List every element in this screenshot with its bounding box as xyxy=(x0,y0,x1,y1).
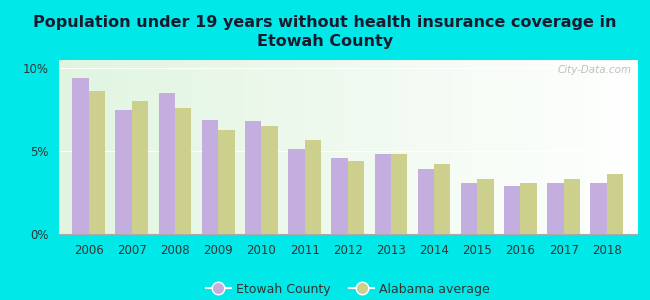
Bar xyxy=(72,78,88,234)
Bar xyxy=(202,120,218,234)
Bar xyxy=(132,101,148,234)
Bar xyxy=(159,93,175,234)
Bar xyxy=(547,183,564,234)
Bar xyxy=(477,179,493,234)
Bar xyxy=(175,108,192,234)
Bar xyxy=(521,183,537,234)
Bar xyxy=(461,183,477,234)
Bar xyxy=(504,186,521,234)
Bar xyxy=(607,174,623,234)
Bar xyxy=(418,169,434,234)
Bar xyxy=(332,158,348,234)
Text: Population under 19 years without health insurance coverage in
Etowah County: Population under 19 years without health… xyxy=(33,15,617,49)
Bar xyxy=(218,130,235,234)
Bar xyxy=(434,164,450,234)
Bar xyxy=(590,183,607,234)
Text: City-Data.com: City-Data.com xyxy=(557,65,631,75)
Bar xyxy=(88,92,105,234)
Bar xyxy=(245,121,261,234)
Bar xyxy=(288,149,305,234)
Bar xyxy=(305,140,321,234)
Bar xyxy=(391,154,408,234)
Bar xyxy=(564,179,580,234)
Bar xyxy=(348,161,364,234)
Bar xyxy=(261,126,278,234)
Legend: Etowah County, Alabama average: Etowah County, Alabama average xyxy=(201,278,495,300)
Bar xyxy=(374,154,391,234)
Bar xyxy=(116,110,132,234)
